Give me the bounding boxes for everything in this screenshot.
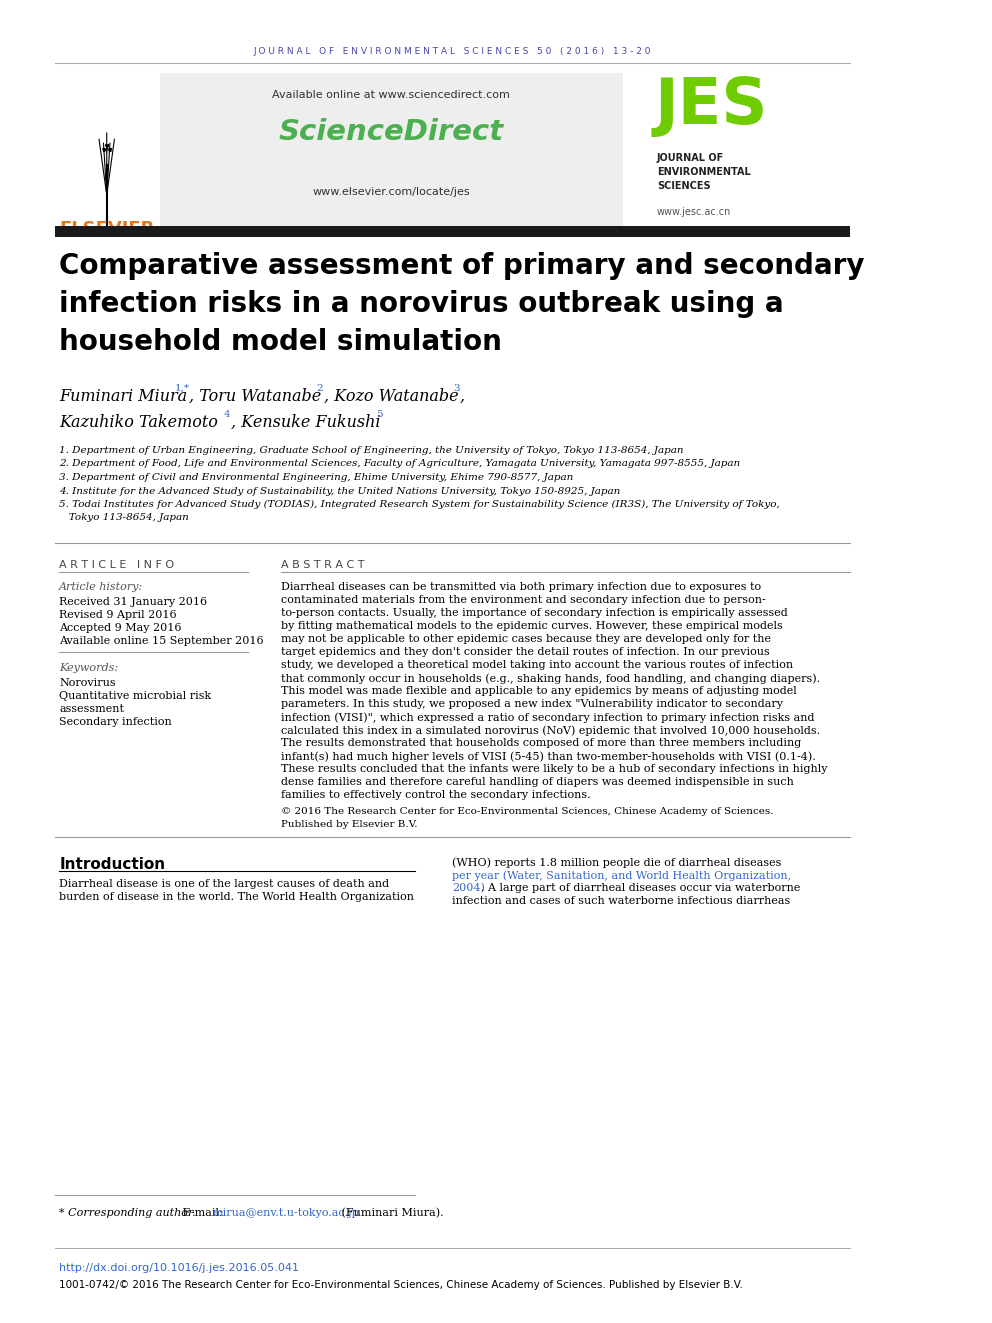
Bar [55,226,850,237]
Text: A R T I C L E   I N F O: A R T I C L E I N F O [60,560,175,570]
Text: Accepted 9 May 2016: Accepted 9 May 2016 [60,623,182,632]
Text: infection and cases of such waterborne infectious diarrheas: infection and cases of such waterborne i… [452,896,791,906]
Text: burden of disease in the world. The World Health Organization: burden of disease in the world. The Worl… [60,892,415,902]
Text: Quantitative microbial risk: Quantitative microbial risk [60,691,211,701]
Text: Fuminari Miura: Fuminari Miura [60,388,187,405]
Text: , Kozo Watanabe: , Kozo Watanabe [323,388,458,405]
Text: assessment: assessment [60,704,124,714]
Text: 2004): 2004) [452,882,485,893]
Text: 1. Department of Urban Engineering, Graduate School of Engineering, the Universi: 1. Department of Urban Engineering, Grad… [60,446,683,455]
Text: families to effectively control the secondary infections.: families to effectively control the seco… [281,790,590,800]
Text: by fitting mathematical models to the epidemic curves. However, these empirical : by fitting mathematical models to the ep… [281,620,783,631]
Text: that commonly occur in households (e.g., shaking hands, food handling, and chang: that commonly occur in households (e.g.,… [281,673,820,684]
Text: Norovirus: Norovirus [60,677,116,688]
Text: infection risks in a norovirus outbreak using a: infection risks in a norovirus outbreak … [60,290,784,318]
Text: to-person contacts. Usually, the importance of secondary infection is empiricall: to-person contacts. Usually, the importa… [281,609,788,618]
Text: * Corresponding author.: * Corresponding author. [60,1208,195,1218]
Text: Diarrheal disease is one of the largest causes of death and: Diarrheal disease is one of the largest … [60,878,390,889]
Text: , Kensuke Fukushi: , Kensuke Fukushi [231,414,380,431]
Text: These results concluded that the infants were likely to be a hub of secondary in: These results concluded that the infants… [281,763,827,774]
Text: 1001-0742/© 2016 The Research Center for Eco-Environmental Sciences, Chinese Aca: 1001-0742/© 2016 The Research Center for… [60,1279,743,1290]
Text: www.elsevier.com/locate/jes: www.elsevier.com/locate/jes [312,187,470,197]
Text: parameters. In this study, we proposed a new index "Vulnerability indicator to s: parameters. In this study, we proposed a… [281,699,783,709]
Text: ELSEVIER: ELSEVIER [60,220,155,238]
Text: mirua@env.t.u-tokyo.ac.jp: mirua@env.t.u-tokyo.ac.jp [212,1208,359,1218]
Text: (Fuminari Miura).: (Fuminari Miura). [337,1208,443,1218]
Text: ScienceDirect: ScienceDirect [279,118,504,146]
Text: A B S T R A C T: A B S T R A C T [281,560,364,570]
Text: JES: JES [655,75,769,138]
Text: household model simulation: household model simulation [60,328,502,356]
Text: ,: , [459,388,465,405]
Text: 5. Todai Institutes for Advanced Study (TODIAS), Integrated Research System for : 5. Todai Institutes for Advanced Study (… [60,500,780,509]
Text: 2. Department of Food, Life and Environmental Sciences, Faculty of Agriculture, : 2. Department of Food, Life and Environm… [60,459,740,468]
Text: J O U R N A L   O F   E N V I R O N M E N T A L   S C I E N C E S   5 0   ( 2 0 : J O U R N A L O F E N V I R O N M E N T … [254,48,651,57]
Text: 4. Institute for the Advanced Study of Sustainability, the United Nations Univer: 4. Institute for the Advanced Study of S… [60,487,621,496]
Text: , Toru Watanabe: , Toru Watanabe [188,388,321,405]
Text: . A large part of diarrheal diseases occur via waterborne: . A large part of diarrheal diseases occ… [481,882,801,893]
Text: Published by Elsevier B.V.: Published by Elsevier B.V. [281,820,418,830]
Text: 1,*: 1,* [176,384,190,393]
Bar [55,73,160,228]
Text: E-mail:: E-mail: [179,1208,226,1218]
Text: per year (Water, Sanitation, and World Health Organization,: per year (Water, Sanitation, and World H… [452,871,792,881]
Text: © 2016 The Research Center for Eco-Environmental Sciences, Chinese Academy of Sc: © 2016 The Research Center for Eco-Envir… [281,807,774,816]
Text: Secondary infection: Secondary infection [60,717,172,728]
Text: http://dx.doi.org/10.1016/j.jes.2016.05.041: http://dx.doi.org/10.1016/j.jes.2016.05.… [60,1263,300,1273]
Text: This model was made flexible and applicable to any epidemics by means of adjusti: This model was made flexible and applica… [281,687,797,696]
Text: Received 31 January 2016: Received 31 January 2016 [60,597,207,607]
Text: infant(s) had much higher levels of VISI (5-45) than two-member-households with : infant(s) had much higher levels of VISI… [281,751,815,762]
Text: contaminated materials from the environment and secondary infection due to perso: contaminated materials from the environm… [281,595,766,605]
Text: 5: 5 [376,410,383,419]
Text: Introduction: Introduction [60,857,166,872]
Text: target epidemics and they don't consider the detail routes of infection. In our : target epidemics and they don't consider… [281,647,770,658]
Text: Article history:: Article history: [60,582,144,591]
Text: Revised 9 April 2016: Revised 9 April 2016 [60,610,177,620]
Text: study, we developed a theoretical model taking into account the various routes o: study, we developed a theoretical model … [281,660,793,669]
Text: Tokyo 113-8654, Japan: Tokyo 113-8654, Japan [60,513,189,523]
Text: JOURNAL OF
ENVIRONMENTAL
SCIENCES: JOURNAL OF ENVIRONMENTAL SCIENCES [657,153,751,191]
Text: (WHO) reports 1.8 million people die of diarrheal diseases: (WHO) reports 1.8 million people die of … [452,857,782,868]
Text: Diarrheal diseases can be transmitted via both primary infection due to exposure: Diarrheal diseases can be transmitted vi… [281,582,761,591]
Text: dense families and therefore careful handling of diapers was deemed indispensibl: dense families and therefore careful han… [281,777,794,787]
Bar [160,73,623,228]
Text: Kazuhiko Takemoto: Kazuhiko Takemoto [60,414,218,431]
Bar [648,73,850,228]
Text: calculated this index in a simulated norovirus (NoV) epidemic that involved 10,0: calculated this index in a simulated nor… [281,725,820,736]
Text: The results demonstrated that households composed of more than three members inc: The results demonstrated that households… [281,738,802,747]
Text: ☘: ☘ [100,143,113,157]
Text: Keywords:: Keywords: [60,663,118,673]
Text: Available online 15 September 2016: Available online 15 September 2016 [60,636,264,646]
Text: www.jesc.ac.cn: www.jesc.ac.cn [657,206,731,217]
Text: 4: 4 [223,410,230,419]
Text: 3: 3 [453,384,460,393]
Text: Available online at www.sciencedirect.com: Available online at www.sciencedirect.co… [273,90,510,101]
Text: infection (VISI)", which expressed a ratio of secondary infection to primary inf: infection (VISI)", which expressed a rat… [281,712,814,722]
Text: 2: 2 [316,384,323,393]
Text: may not be applicable to other epidemic cases because they are developed only fo: may not be applicable to other epidemic … [281,634,771,644]
Text: 3. Department of Civil and Environmental Engineering, Ehime University, Ehime 79: 3. Department of Civil and Environmental… [60,474,573,482]
Text: Comparative assessment of primary and secondary: Comparative assessment of primary and se… [60,251,865,280]
